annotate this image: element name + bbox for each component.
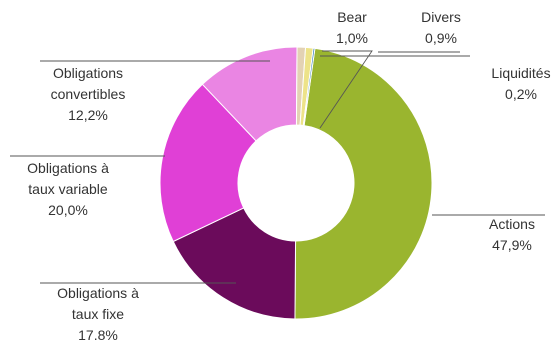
label-bear: Bear 1,0% — [336, 9, 368, 46]
slice-labels: Actions 47,9%Obligations à taux fixe 17.8%O… — [27, 9, 550, 343]
label-line: Liquidités — [491, 65, 550, 81]
label-line: 0,9% — [425, 30, 457, 46]
slice-obligations-a-taux-fixe — [172, 207, 297, 320]
label-obligations-a-taux-fixe: Obligations à taux fixe 17.8% — [57, 285, 139, 343]
slice-liquidites — [302, 47, 316, 127]
label-line: Divers — [421, 9, 461, 25]
leader-bear — [319, 50, 373, 129]
label-line: Obligations à — [27, 160, 109, 176]
label-line: 12,2% — [68, 107, 108, 123]
label-line: 20,0% — [48, 202, 88, 218]
label-obligations-a-taux-variable: Obligations à taux variable 20,0% — [27, 160, 109, 218]
label-line: Bear — [337, 9, 367, 25]
label-line: 0,2% — [505, 86, 537, 102]
slice-actions — [294, 47, 433, 320]
label-line: Actions — [489, 216, 535, 232]
label-line: taux variable — [28, 181, 108, 197]
label-line: 1,0% — [336, 30, 368, 46]
label-obligations-convertibles: Obligations convertibles 12,2% — [51, 65, 126, 123]
label-line: convertibles — [51, 86, 126, 102]
label-liquidites: Liquidités 0,2% — [491, 65, 550, 102]
leader-lines — [10, 50, 545, 284]
slice-obligations-a-taux-variable — [159, 83, 257, 243]
label-line: Obligations — [53, 65, 123, 81]
label-line: Obligations à — [57, 285, 139, 301]
label-line: 47,9% — [492, 237, 532, 253]
label-actions: Actions 47,9% — [489, 216, 535, 253]
label-line: taux fixe — [72, 306, 124, 322]
label-divers: Divers 0,9% — [421, 9, 461, 46]
donut-slices — [159, 46, 433, 320]
label-line: 17.8% — [78, 327, 118, 343]
